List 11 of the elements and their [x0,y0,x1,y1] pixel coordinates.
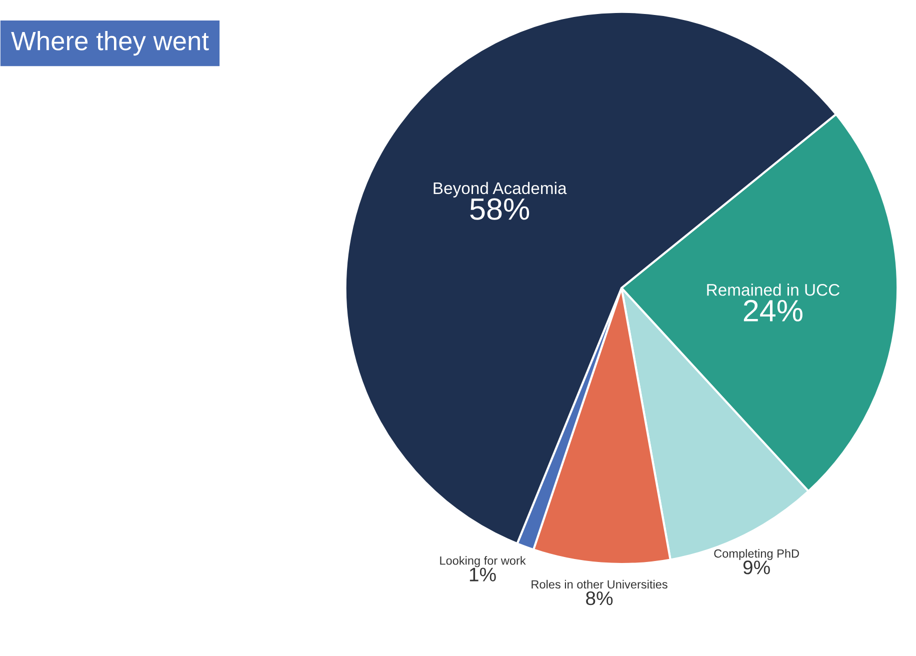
data-label: 58% [470,198,530,220]
data-label: 1% [470,568,496,582]
data-label: 8% [586,591,613,606]
slice-label: Remained in UCC [707,284,840,296]
slice-label: Beyond Academia [434,182,567,198]
text: Where they went [11,30,209,56]
slice-label: Roles in other Universities [532,580,668,589]
slice-label: Looking for work [440,556,526,568]
data-label: 9% [743,560,770,574]
slice-label: Completing PhD [714,549,799,560]
data-label: 24% [744,300,802,322]
